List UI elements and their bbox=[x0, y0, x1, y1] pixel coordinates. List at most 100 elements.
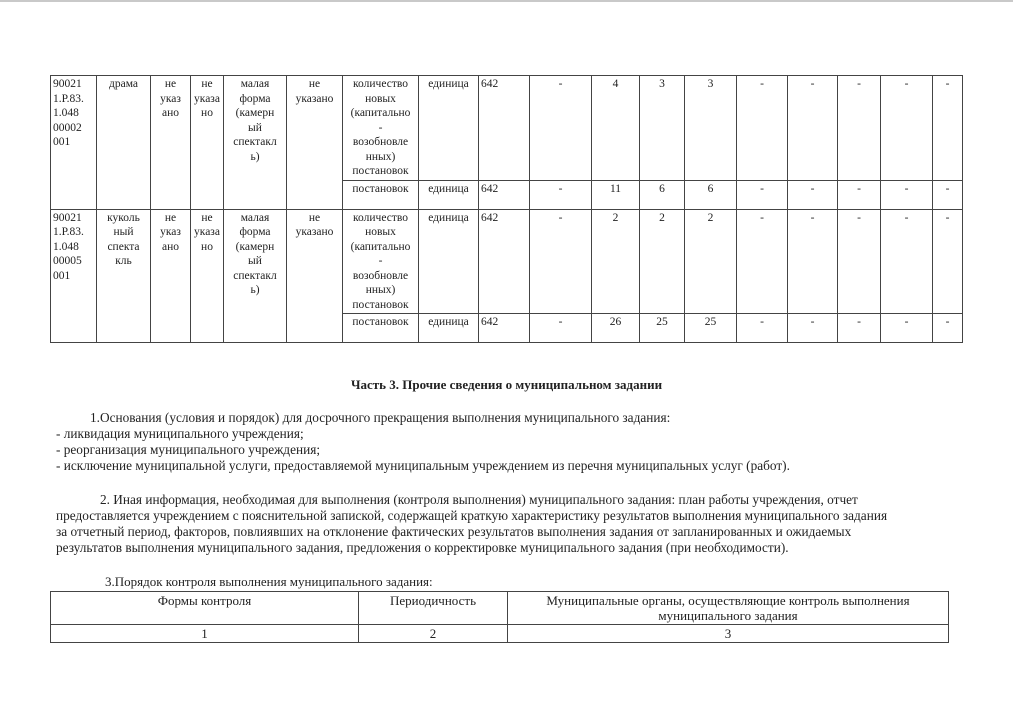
indicator-name-line: новых bbox=[365, 92, 396, 105]
condition-2-line: не bbox=[308, 78, 321, 90]
indicator-value: 25 bbox=[684, 313, 737, 343]
indicator-name-line: (капитально bbox=[350, 107, 411, 119]
indicator-value: - bbox=[880, 75, 933, 181]
content-indicator-3-line: указа bbox=[194, 226, 220, 238]
indicator-value: 26 bbox=[591, 313, 640, 343]
condition-form-line: (камерн bbox=[235, 240, 275, 253]
indicator-name-line: нных) bbox=[365, 150, 396, 163]
item2-line-1: 2. Иная информация, необходимая для выпо… bbox=[100, 492, 858, 507]
indicator-name-line: постановок bbox=[352, 182, 409, 195]
page-edge bbox=[0, 0, 1013, 2]
indicator-value: - bbox=[736, 75, 788, 181]
indicator-name: постановок bbox=[342, 313, 419, 343]
indicator-value: - bbox=[787, 313, 838, 343]
indicator-name-line: количество bbox=[353, 78, 408, 90]
content-indicator-3-line: не bbox=[201, 211, 213, 224]
indicator-name-line: (капитально bbox=[350, 240, 411, 253]
registry-code-text: 900211.Р.83.1.04800002001 bbox=[53, 78, 84, 148]
header-organs: Муниципальные органы, осуществляющие кон… bbox=[507, 591, 949, 625]
indicator-name-line: новых bbox=[365, 226, 396, 238]
content-indicator-3-line: но bbox=[201, 240, 213, 253]
indicator-name: количество новых (капитально - возобновле нны… bbox=[342, 75, 419, 181]
content-indicator-2-line: не bbox=[164, 211, 177, 224]
indicator-value: - bbox=[880, 313, 933, 343]
indicator-value: 3 bbox=[639, 75, 685, 181]
table-row: постановок единица 642-11 6 6- - - - - bbox=[51, 179, 963, 210]
control-table: Формы контроля Периодичность Муниципальн… bbox=[50, 591, 949, 643]
indicator-name-line: возобновле bbox=[352, 136, 409, 148]
header-periodicity: Периодичность bbox=[358, 591, 508, 625]
content-indicator-2-line: не bbox=[164, 78, 177, 90]
indicator-value: 6 bbox=[684, 179, 737, 210]
indicator-value: 3 bbox=[684, 75, 737, 181]
services-table: 900211.Р.83.1.04800002001 драма не указ ано н… bbox=[50, 75, 963, 343]
indicator-value: - bbox=[880, 208, 933, 314]
content-indicator-3: не указа но bbox=[190, 75, 224, 210]
col-number: 3 bbox=[507, 624, 949, 643]
condition-form-line: ый bbox=[248, 121, 262, 134]
content-indicator-2-line: указ bbox=[160, 226, 181, 238]
indicator-value: - bbox=[932, 75, 963, 181]
table-row: постановок единица 642-26 25 25- - - - - bbox=[51, 313, 963, 343]
content-indicator-2-line: ано bbox=[161, 240, 179, 253]
indicator-name-line: - bbox=[378, 255, 383, 267]
bullet-1: - ликвидация муниципального учреждения; bbox=[56, 426, 304, 441]
condition-form-line: форма bbox=[239, 92, 271, 105]
indicator-name-line: нных) bbox=[365, 284, 396, 296]
condition-form-line: (камерн bbox=[235, 107, 275, 119]
service-content-line: ный bbox=[113, 226, 134, 238]
indicator-name: постановок bbox=[342, 179, 419, 210]
indicator-value: 2 bbox=[591, 208, 640, 314]
unit-name: единица bbox=[418, 208, 479, 314]
indicator-name-line: постановок bbox=[352, 316, 409, 328]
indicator-name-line: постановок bbox=[352, 298, 409, 311]
content-indicator-3: не указа но bbox=[190, 208, 224, 343]
content-indicator-2: не указ ано bbox=[150, 208, 191, 343]
condition-form-line: малая bbox=[240, 211, 270, 224]
okei-code: 642 bbox=[478, 179, 530, 210]
indicator-value: - bbox=[529, 313, 592, 343]
unit-name: единица bbox=[418, 75, 479, 181]
registry-code: 900211.Р.83.1.04800002001 bbox=[50, 75, 97, 210]
item2-line-4: результатов выполнения муниципального за… bbox=[56, 540, 789, 555]
service-content-line: куколь bbox=[107, 211, 140, 224]
indicator-value: - bbox=[932, 313, 963, 343]
indicator-value: 2 bbox=[684, 208, 737, 314]
indicator-name-line: постановок bbox=[352, 165, 409, 177]
indicator-value: - bbox=[837, 179, 881, 210]
content-indicator-2: не указ ано bbox=[150, 75, 191, 210]
content-indicator-3-line: но bbox=[201, 107, 213, 119]
condition-2-line: указано bbox=[295, 92, 334, 105]
indicator-value: - bbox=[529, 179, 592, 210]
content-indicator-2-line: указ bbox=[160, 92, 181, 105]
content-indicator-2-line: ано bbox=[161, 107, 179, 119]
okei-code: 642 bbox=[478, 75, 530, 181]
registry-code-text: 900211.Р.83.1.04800005001 bbox=[53, 211, 84, 282]
indicator-value: - bbox=[837, 208, 881, 314]
bullet-3: - исключение муниципальной услуги, предо… bbox=[56, 458, 790, 473]
condition-2-line: не bbox=[308, 211, 321, 224]
condition-2-line: указано bbox=[295, 226, 334, 238]
indicator-value: - bbox=[787, 75, 838, 181]
indicator-value: - bbox=[736, 179, 788, 210]
indicator-value: - bbox=[837, 313, 881, 343]
indicator-value: - bbox=[529, 75, 592, 181]
indicator-value: - bbox=[837, 75, 881, 181]
indicator-value: - bbox=[736, 208, 788, 314]
service-content: куколь ный спекта кль bbox=[96, 208, 151, 343]
condition-form-line: форма bbox=[239, 226, 271, 238]
condition-2: не указано bbox=[286, 75, 343, 210]
condition-form-line: ь) bbox=[250, 150, 260, 163]
indicator-value: 11 bbox=[591, 179, 640, 210]
table-row: 900211.Р.83.1.04800005001 куколь ный спекта… bbox=[50, 208, 963, 343]
indicator-name: количество новых (капитально - возобновле нны… bbox=[342, 208, 419, 314]
item3-text: 3.Порядок контроля выполнения муниципаль… bbox=[105, 574, 433, 589]
indicator-value: - bbox=[529, 208, 592, 314]
condition-form-line: малая bbox=[240, 78, 270, 90]
indicator-name-line: количество bbox=[353, 211, 408, 224]
service-content-line: спекта bbox=[107, 240, 140, 253]
indicator-name-line: - bbox=[378, 121, 383, 134]
service-content: драма bbox=[96, 75, 151, 210]
unit-name: единица bbox=[418, 313, 479, 343]
content-indicator-3-line: не bbox=[201, 78, 213, 90]
